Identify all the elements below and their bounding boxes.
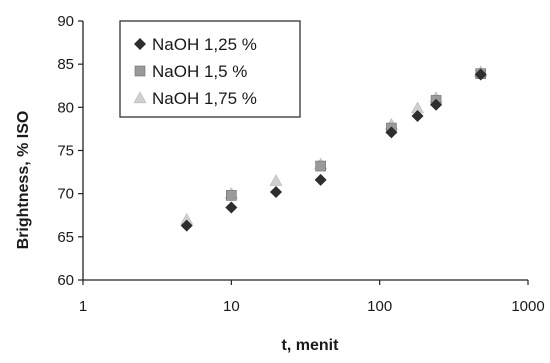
y-tick-label: 60 — [57, 272, 74, 289]
x-axis-title: t, menit — [282, 337, 340, 354]
data-point-diamond — [474, 68, 487, 81]
legend-marker-square — [134, 65, 146, 77]
data-point-diamond — [225, 201, 238, 214]
data-point-triangle — [269, 174, 283, 186]
y-tick-label: 85 — [57, 56, 74, 73]
legend-label: NaOH 1,75 % — [152, 89, 257, 108]
x-tick-label: 1000 — [511, 298, 544, 315]
points-layer — [180, 65, 488, 232]
x-tick-label: 1 — [79, 298, 87, 315]
y-tick-label: 65 — [57, 229, 74, 246]
data-point-diamond — [411, 109, 424, 122]
y-tick-label: 90 — [57, 13, 74, 30]
legend-items: NaOH 1,25 % NaOH 1,5 % NaOH 1,75 % — [133, 35, 257, 108]
legend-box — [119, 20, 301, 118]
legend-label: NaOH 1,5 % — [152, 62, 247, 81]
y-tick-label: 75 — [57, 143, 74, 160]
x-tick-label: 10 — [223, 298, 240, 315]
data-point-diamond — [385, 126, 398, 139]
y-tick-label: 70 — [57, 186, 74, 203]
legend-marker-diamond — [134, 38, 146, 50]
y-tick-label: 80 — [57, 99, 74, 116]
y-axis-title: Brightness, % ISO — [15, 111, 32, 250]
ticks-layer: 60 65 70 75 80 85 90 1 10 100 1000 — [57, 13, 544, 315]
data-point-diamond — [269, 185, 282, 198]
legend-marker-triangle — [133, 91, 147, 104]
data-point-diamond — [430, 98, 443, 111]
legend: NaOH 1,25 % NaOH 1,5 % NaOH 1,75 % — [119, 20, 301, 118]
data-point-square — [226, 190, 237, 201]
data-point-square — [315, 160, 326, 172]
x-tick-label: 100 — [367, 298, 392, 315]
data-point-diamond — [314, 173, 327, 186]
legend-label: NaOH 1,25 % — [152, 35, 257, 54]
data-point-diamond — [180, 219, 193, 232]
